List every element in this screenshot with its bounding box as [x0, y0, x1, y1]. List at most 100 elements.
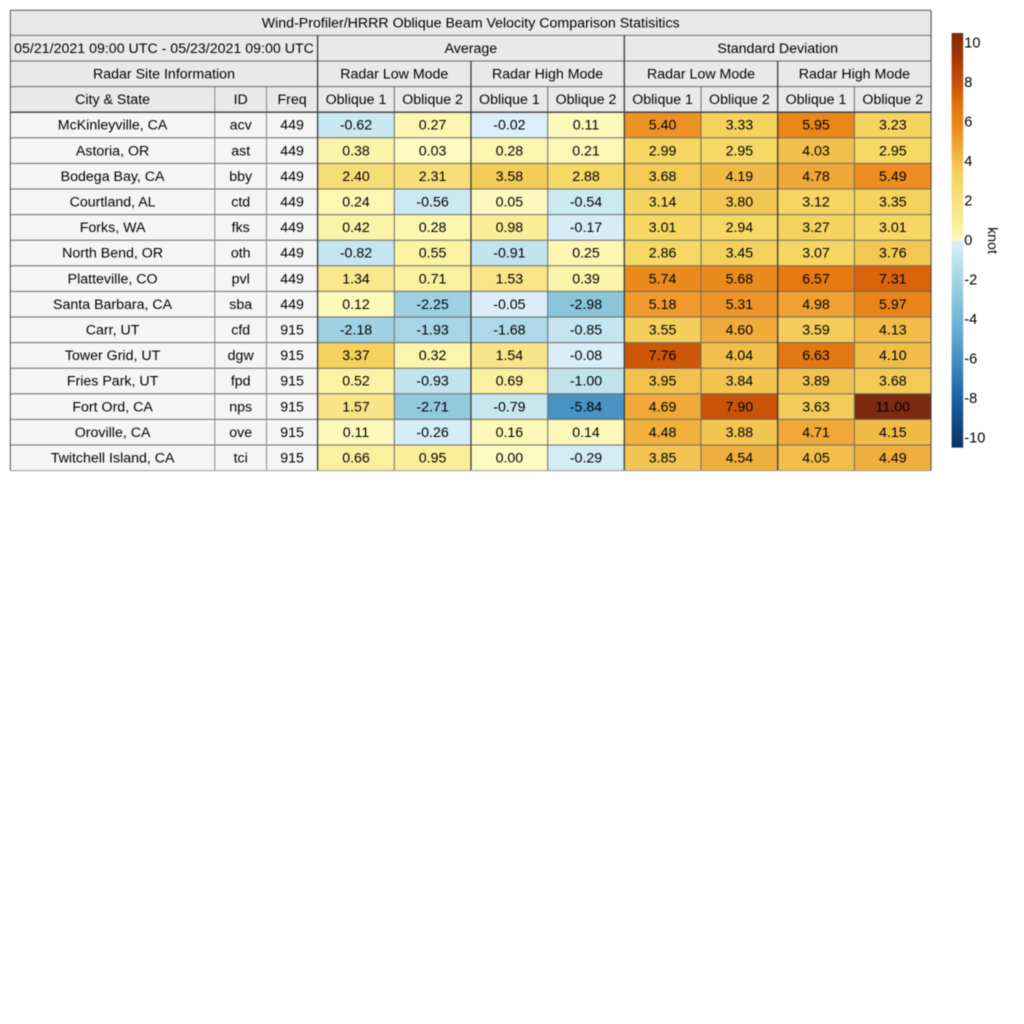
svg-text:pvl: pvl — [232, 271, 250, 287]
svg-text:City & State: City & State — [75, 92, 150, 108]
svg-text:3.80: 3.80 — [726, 195, 754, 211]
svg-text:-8: -8 — [964, 391, 977, 407]
svg-text:3.01: 3.01 — [649, 220, 677, 236]
svg-text:-6: -6 — [964, 352, 977, 368]
svg-text:Radar Low Mode: Radar Low Mode — [340, 67, 448, 83]
svg-text:tci: tci — [234, 451, 248, 467]
svg-text:-0.85: -0.85 — [570, 323, 602, 339]
svg-text:Oblique 1: Oblique 1 — [479, 92, 540, 108]
svg-text:0.28: 0.28 — [419, 220, 447, 236]
svg-text:cfd: cfd — [231, 323, 250, 339]
svg-text:-0.54: -0.54 — [570, 195, 602, 211]
svg-text:4.10: 4.10 — [879, 348, 907, 364]
svg-text:-0.02: -0.02 — [493, 118, 525, 134]
svg-text:2.86: 2.86 — [649, 246, 677, 262]
svg-text:449: 449 — [280, 271, 304, 287]
svg-text:bby: bby — [229, 169, 253, 185]
svg-text:Oblique 2: Oblique 2 — [862, 92, 923, 108]
svg-text:3.55: 3.55 — [649, 323, 677, 339]
svg-text:-1.68: -1.68 — [493, 323, 525, 339]
svg-text:-0.93: -0.93 — [416, 374, 448, 390]
svg-text:4.71: 4.71 — [802, 425, 830, 441]
svg-text:1.53: 1.53 — [496, 271, 524, 287]
svg-text:-0.08: -0.08 — [570, 348, 602, 364]
svg-text:0.21: 0.21 — [572, 143, 600, 159]
svg-text:2.99: 2.99 — [649, 143, 677, 159]
svg-text:ctd: ctd — [231, 195, 250, 211]
svg-text:3.84: 3.84 — [726, 374, 754, 390]
svg-text:0.39: 0.39 — [572, 271, 600, 287]
svg-text:Standard Deviation: Standard Deviation — [717, 41, 838, 57]
svg-text:0.24: 0.24 — [342, 195, 370, 211]
svg-text:-2.71: -2.71 — [416, 399, 448, 415]
svg-text:4.69: 4.69 — [649, 399, 677, 415]
svg-text:-0.62: -0.62 — [340, 118, 372, 134]
svg-text:Carr, UT: Carr, UT — [86, 323, 140, 339]
svg-text:ID: ID — [234, 92, 248, 108]
svg-text:5.74: 5.74 — [649, 271, 677, 287]
svg-text:7.31: 7.31 — [879, 271, 907, 287]
svg-text:5.40: 5.40 — [649, 118, 677, 134]
svg-text:3.07: 3.07 — [802, 246, 830, 262]
svg-text:0.66: 0.66 — [342, 451, 370, 467]
svg-text:-0.26: -0.26 — [416, 425, 448, 441]
svg-text:4.04: 4.04 — [726, 348, 754, 364]
svg-text:0.03: 0.03 — [419, 143, 447, 159]
svg-text:knot: knot — [984, 227, 1000, 254]
svg-text:449: 449 — [280, 246, 304, 262]
svg-text:7.76: 7.76 — [649, 348, 677, 364]
svg-text:-2.25: -2.25 — [416, 297, 448, 313]
svg-text:-0.56: -0.56 — [416, 195, 448, 211]
svg-text:0.16: 0.16 — [496, 425, 524, 441]
svg-text:Average: Average — [445, 41, 498, 57]
svg-text:05/21/2021 09:00 UTC - 05/23/2: 05/21/2021 09:00 UTC - 05/23/2021 09:00 … — [14, 41, 314, 57]
svg-text:4.05: 4.05 — [802, 451, 830, 467]
svg-text:-2.18: -2.18 — [340, 323, 372, 339]
svg-text:-0.05: -0.05 — [493, 297, 525, 313]
svg-text:3.76: 3.76 — [879, 246, 907, 262]
svg-text:4.78: 4.78 — [802, 169, 830, 185]
svg-text:Oblique 2: Oblique 2 — [709, 92, 770, 108]
svg-text:3.89: 3.89 — [802, 374, 830, 390]
svg-text:North Bend, OR: North Bend, OR — [62, 246, 163, 262]
svg-text:Astoria, OR: Astoria, OR — [76, 143, 149, 159]
svg-text:fks: fks — [232, 220, 250, 236]
svg-text:5.95: 5.95 — [802, 118, 830, 134]
svg-text:1.57: 1.57 — [342, 399, 370, 415]
svg-text:Courtland, AL: Courtland, AL — [70, 195, 156, 211]
svg-text:sba: sba — [229, 297, 252, 313]
svg-text:0.55: 0.55 — [419, 246, 447, 262]
svg-text:-0.91: -0.91 — [493, 246, 525, 262]
svg-text:4.60: 4.60 — [726, 323, 754, 339]
svg-text:449: 449 — [280, 195, 304, 211]
svg-text:3.95: 3.95 — [649, 374, 677, 390]
svg-text:-10: -10 — [964, 431, 985, 447]
svg-text:Radar High Mode: Radar High Mode — [799, 67, 910, 83]
svg-text:0.12: 0.12 — [342, 297, 370, 313]
svg-text:Platteville, CO: Platteville, CO — [68, 271, 158, 287]
svg-text:6.57: 6.57 — [802, 271, 830, 287]
svg-text:Santa Barbara, CA: Santa Barbara, CA — [53, 297, 173, 313]
svg-text:3.88: 3.88 — [726, 425, 754, 441]
svg-text:2.31: 2.31 — [419, 169, 447, 185]
svg-text:2.94: 2.94 — [726, 220, 754, 236]
svg-text:0.42: 0.42 — [342, 220, 370, 236]
svg-text:0.14: 0.14 — [572, 425, 600, 441]
svg-text:Oblique 1: Oblique 1 — [786, 92, 847, 108]
svg-text:acv: acv — [230, 118, 253, 134]
svg-text:2: 2 — [964, 194, 972, 210]
svg-text:3.68: 3.68 — [879, 374, 907, 390]
svg-text:1.54: 1.54 — [496, 348, 524, 364]
svg-text:11.00: 11.00 — [876, 399, 911, 415]
svg-text:5.68: 5.68 — [726, 271, 754, 287]
svg-text:2.95: 2.95 — [726, 143, 754, 159]
svg-text:-2.98: -2.98 — [570, 297, 602, 313]
svg-text:0.28: 0.28 — [496, 143, 524, 159]
svg-text:10: 10 — [964, 36, 980, 52]
svg-text:-0.17: -0.17 — [570, 220, 602, 236]
svg-text:oth: oth — [231, 246, 251, 262]
svg-text:0.69: 0.69 — [496, 374, 524, 390]
svg-text:5.18: 5.18 — [649, 297, 677, 313]
svg-text:1.34: 1.34 — [342, 271, 370, 287]
svg-text:Twitchell Island, CA: Twitchell Island, CA — [51, 451, 175, 467]
